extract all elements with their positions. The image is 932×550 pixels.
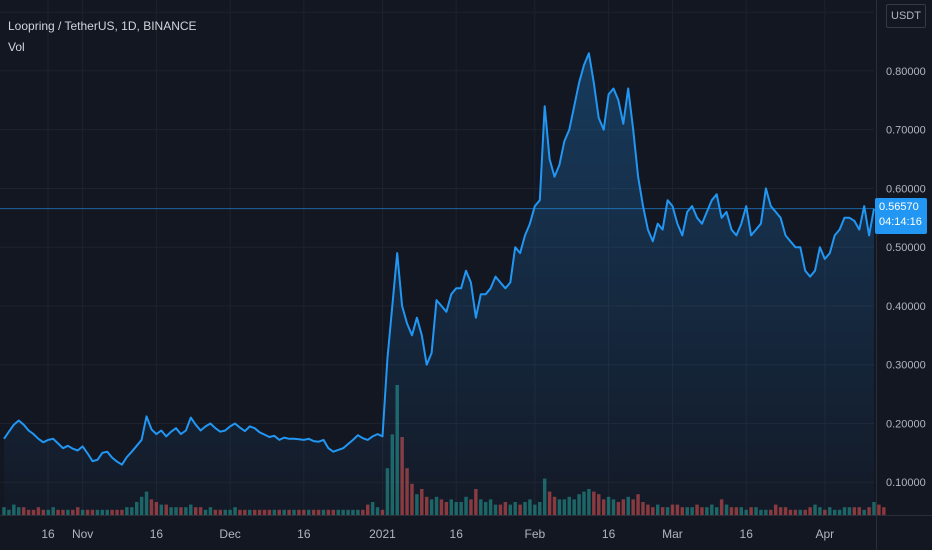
price-area	[0, 52, 875, 516]
x-tick-label: Dec	[219, 527, 240, 541]
x-tick-label: Apr	[816, 527, 835, 541]
y-tick-label: 0.30000	[886, 360, 926, 372]
area-fill	[4, 53, 874, 516]
last-price-value: 0.56570	[879, 201, 919, 213]
x-tick-label: Feb	[525, 527, 546, 541]
currency-unit-button[interactable]: USDT	[886, 4, 926, 28]
last-price-badge: 0.56570 04:14:16	[875, 198, 927, 234]
x-tick-label: 16	[297, 527, 311, 541]
y-tick-label: 0.70000	[886, 125, 926, 137]
volume-indicator-label[interactable]: Vol	[8, 40, 25, 54]
x-tick-label: 16	[740, 527, 754, 541]
x-tick-label: Mar	[662, 527, 683, 541]
x-tick-label: Nov	[72, 527, 93, 541]
y-tick-label: 0.20000	[886, 418, 926, 430]
x-tick-label: 2021	[369, 527, 396, 541]
x-tick-label: 16	[150, 527, 164, 541]
y-tick-label: 0.10000	[886, 477, 926, 489]
y-tick-label: 0.50000	[886, 242, 926, 254]
volume-bar	[877, 504, 881, 515]
y-tick-label: 0.60000	[886, 183, 926, 195]
bar-countdown: 04:14:16	[879, 216, 922, 228]
x-tick-label: 16	[602, 527, 616, 541]
price-line	[3, 52, 875, 466]
symbol-title[interactable]: Loopring / TetherUS, 1D, BINANCE	[8, 19, 197, 33]
y-tick-label: 0.80000	[886, 66, 926, 78]
y-tick-label: 0.40000	[886, 301, 926, 313]
x-tick-label: 16	[450, 527, 464, 541]
chart-legend: Loopring / TetherUS, 1D, BINANCE Vol	[8, 16, 197, 58]
volume-bar	[882, 507, 886, 515]
x-tick-label: 16	[41, 527, 55, 541]
